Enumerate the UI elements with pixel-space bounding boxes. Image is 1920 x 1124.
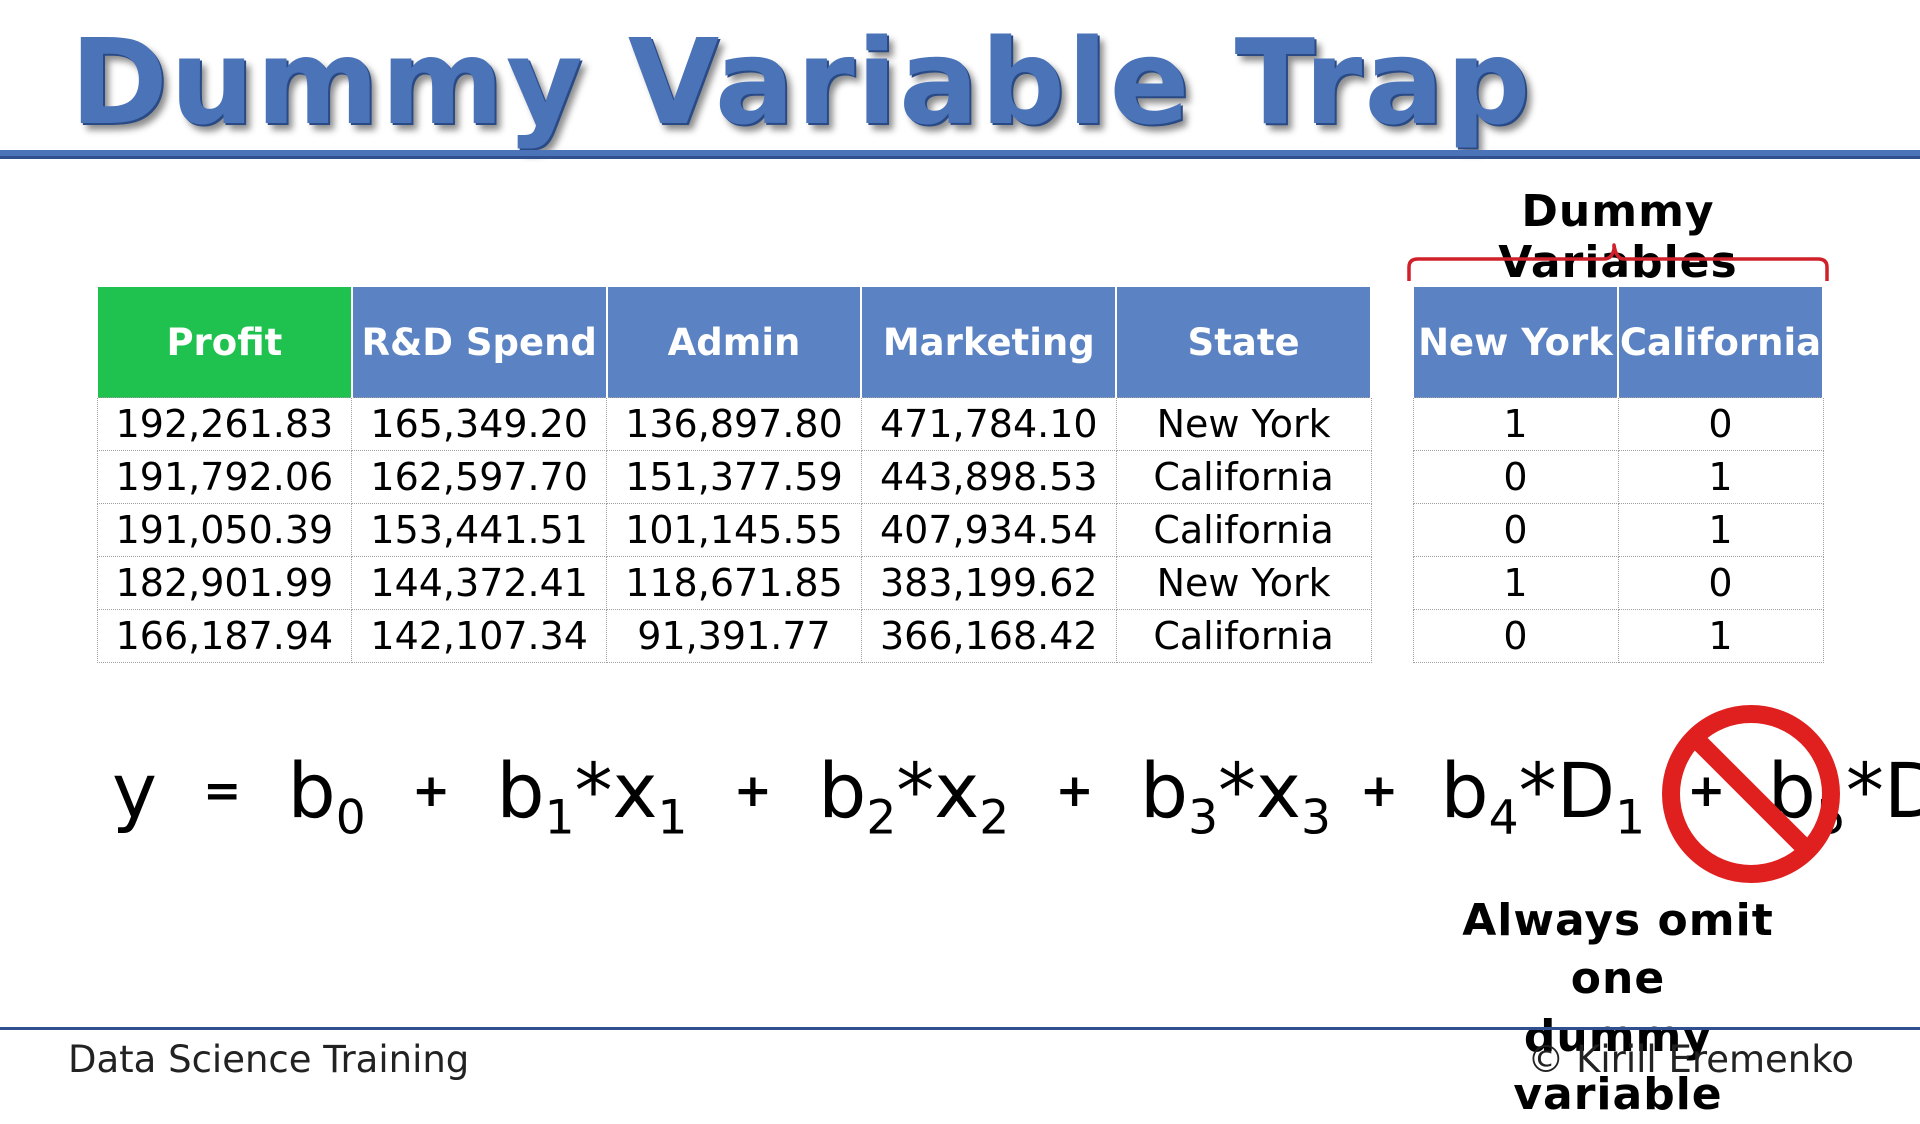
table-header-row: New York California [1412,287,1824,398]
cell-profit: 192,261.83 [96,397,353,451]
cell-state: New York [1115,556,1372,610]
cell-new-york: 0 [1412,609,1619,663]
eq-plus: + [1055,763,1094,817]
cell-admin: 151,377.59 [606,450,862,504]
header-new-york: New York [1412,287,1619,398]
cell-profit: 191,050.39 [96,503,353,557]
cell-marketing: 383,199.62 [860,556,1117,610]
eq-term-b0: b0 [287,746,366,846]
regression-equation-dummy-terms: + b4*D1 + b5*D2 [1352,745,1920,847]
prohibition-sign-icon [1662,705,1840,883]
table-row: 191,792.06 162,597.70 151,377.59 443,898… [96,450,1372,504]
cell-rd-spend: 162,597.70 [351,450,608,504]
cell-marketing: 366,168.42 [860,609,1117,663]
cell-rd-spend: 142,107.34 [351,609,608,663]
eq-term-b1x1: b1*x1 [496,746,688,846]
dummy-variables-caption: Dummy Variables [1498,186,1738,288]
data-table: Profit R&D Spend Admin Marketing State 1… [96,287,1372,663]
regression-equation-main: y = b0 + b1*x1 + b2*x2 + b3*x3 [112,745,1331,847]
eq-term-b2x2: b2*x2 [818,746,1010,846]
header-profit: Profit [96,287,353,398]
cell-profit: 182,901.99 [96,556,353,610]
table-row: 1 0 [1412,397,1824,451]
omit-dummy-note: Always omit one dummy variable [1412,892,1824,1124]
cell-new-york: 0 [1412,450,1619,504]
cell-california: 1 [1617,609,1824,663]
cell-california: 0 [1617,397,1824,451]
eq-plus: + [733,763,772,817]
header-marketing: Marketing [860,287,1118,398]
cell-profit: 191,792.06 [96,450,353,504]
table-row: 0 1 [1412,609,1824,663]
cell-admin: 91,391.77 [606,609,862,663]
eq-plus: + [1360,763,1399,817]
cell-rd-spend: 153,441.51 [351,503,608,557]
curly-brace-icon [1407,243,1829,281]
eq-plus: + [411,763,451,817]
cell-new-york: 1 [1412,556,1619,610]
header-california: California [1617,287,1824,398]
title-underline [0,150,1920,159]
cell-new-york: 1 [1412,397,1619,451]
footer-divider [0,1027,1920,1030]
table-header-row: Profit R&D Spend Admin Marketing State [96,287,1372,398]
cell-california: 0 [1617,556,1824,610]
cell-state: California [1115,503,1372,557]
header-state: State [1115,287,1372,398]
cell-marketing: 471,784.10 [860,397,1117,451]
slide-title: Dummy Variable Trap [70,13,1533,151]
dummy-variables-table: New York California 1 0 0 1 0 1 1 0 0 1 [1412,287,1824,663]
table-row: 0 1 [1412,450,1824,504]
cell-admin: 136,897.80 [606,397,862,451]
cell-california: 1 [1617,450,1824,504]
cell-rd-spend: 144,372.41 [351,556,608,610]
eq-y: y [112,746,157,835]
cell-state: California [1115,609,1372,663]
table-row: 192,261.83 165,349.20 136,897.80 471,784… [96,397,1372,451]
cell-marketing: 443,898.53 [860,450,1117,504]
cell-admin: 101,145.55 [606,503,862,557]
cell-state: California [1115,450,1372,504]
eq-equals: = [203,763,242,817]
cell-admin: 118,671.85 [606,556,862,610]
note-line-1: Always omit one [1462,895,1774,1004]
cell-new-york: 0 [1412,503,1619,557]
cell-profit: 166,187.94 [96,609,353,663]
table-row: 182,901.99 144,372.41 118,671.85 383,199… [96,556,1372,610]
header-rd-spend: R&D Spend [350,287,608,398]
table-row: 191,050.39 153,441.51 101,145.55 407,934… [96,503,1372,557]
cell-state: New York [1115,397,1372,451]
footer-brand: Data Science Training [68,1038,470,1081]
eq-term-b3x3: b3*x3 [1139,746,1332,846]
eq-term-b4d1: b4*D1 [1440,746,1646,846]
table-row: 166,187.94 142,107.34 91,391.77 366,168.… [96,609,1372,663]
table-row: 0 1 [1412,503,1824,557]
cell-marketing: 407,934.54 [860,503,1117,557]
cell-rd-spend: 165,349.20 [351,397,608,451]
header-admin: Admin [605,287,863,398]
cell-california: 1 [1617,503,1824,557]
table-row: 1 0 [1412,556,1824,610]
footer-copyright: © Kirill Eremenko [1527,1038,1854,1081]
